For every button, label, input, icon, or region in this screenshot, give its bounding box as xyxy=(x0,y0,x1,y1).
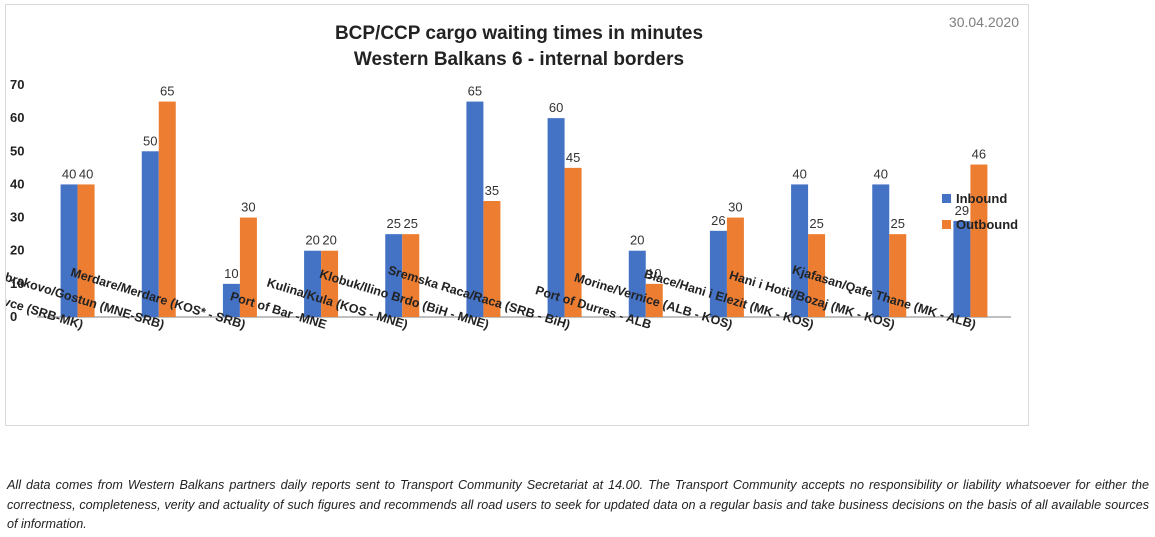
inbound-data-label: 50 xyxy=(143,133,157,148)
bar-chart: BCP/CCP cargo waiting times in minutes W… xyxy=(6,14,1019,332)
outbound-data-label: 46 xyxy=(972,147,986,162)
legend: Inbound Outbound xyxy=(942,191,1018,232)
inbound-data-label: 29 xyxy=(955,203,969,218)
outbound-data-label: 30 xyxy=(241,200,255,215)
outbound-data-label: 30 xyxy=(728,200,742,215)
inbound-legend-swatch xyxy=(942,194,951,203)
chart-frame: BCP/CCP cargo waiting times in minutes W… xyxy=(5,4,1029,426)
outbound-bar xyxy=(645,283,663,317)
inbound-data-label: 20 xyxy=(630,233,644,248)
inbound-bar xyxy=(141,151,159,317)
outbound-bar xyxy=(726,217,744,317)
outbound-data-label: 45 xyxy=(566,150,580,165)
y-tick-label: 30 xyxy=(10,210,24,225)
inbound-bar xyxy=(628,250,646,317)
inbound-bar xyxy=(953,220,971,317)
report-date: 30.04.2020 xyxy=(949,14,1019,30)
inbound-data-label: 25 xyxy=(387,216,401,231)
bar-series xyxy=(60,101,988,318)
inbound-bar xyxy=(304,250,322,317)
outbound-bar xyxy=(321,250,339,317)
inbound-legend-label: Inbound xyxy=(956,191,1007,206)
inbound-data-label: 10 xyxy=(224,266,238,281)
y-tick-label: 40 xyxy=(10,176,24,191)
y-tick-label: 50 xyxy=(10,143,24,158)
outbound-data-label: 25 xyxy=(809,216,823,231)
inbound-bar xyxy=(872,184,890,317)
outbound-bar xyxy=(77,184,95,317)
inbound-bar xyxy=(709,230,727,317)
y-tick-label: 10 xyxy=(10,276,24,291)
y-axis: 0 10 20 30 40 50 60 70 xyxy=(10,77,1011,324)
outbound-data-label: 35 xyxy=(485,183,499,198)
inbound-data-label: 40 xyxy=(874,166,888,181)
inbound-data-label: 20 xyxy=(305,233,319,248)
outbound-bar xyxy=(239,217,257,317)
chart-title-line-1: BCP/CCP cargo waiting times in minutes xyxy=(335,23,703,44)
y-tick-label: 0 xyxy=(10,309,17,324)
outbound-data-label: 20 xyxy=(322,233,336,248)
outbound-bar xyxy=(483,201,501,317)
y-tick-label: 60 xyxy=(10,110,24,125)
chart-title-line-2: Western Balkans 6 - internal borders xyxy=(354,49,684,70)
outbound-data-label: 25 xyxy=(891,216,905,231)
outbound-legend-label: Outbound xyxy=(956,217,1018,232)
y-tick-label: 20 xyxy=(10,243,24,258)
outbound-bar xyxy=(564,167,582,317)
inbound-bar xyxy=(385,234,403,317)
disclaimer-footnote: All data comes from Western Balkans part… xyxy=(7,478,1149,531)
outbound-data-label: 40 xyxy=(79,166,93,181)
inbound-data-label: 26 xyxy=(711,213,725,228)
inbound-bar xyxy=(60,184,78,317)
outbound-bar xyxy=(808,234,826,317)
outbound-bar xyxy=(970,164,988,317)
inbound-bar xyxy=(466,101,484,317)
outbound-data-label: 65 xyxy=(160,84,174,99)
outbound-bar xyxy=(402,234,420,317)
inbound-data-label: 60 xyxy=(549,100,563,115)
outbound-data-label: 25 xyxy=(404,216,418,231)
inbound-data-label: 65 xyxy=(468,84,482,99)
y-tick-label: 70 xyxy=(10,77,24,92)
inbound-bar xyxy=(547,118,565,318)
outbound-bar xyxy=(158,101,176,317)
inbound-bar xyxy=(791,184,809,317)
inbound-data-label: 40 xyxy=(62,166,76,181)
outbound-bar xyxy=(889,234,907,317)
inbound-bar xyxy=(222,283,240,317)
outbound-data-label: 10 xyxy=(647,266,661,281)
inbound-data-label: 40 xyxy=(792,166,806,181)
outbound-legend-swatch xyxy=(942,220,951,229)
